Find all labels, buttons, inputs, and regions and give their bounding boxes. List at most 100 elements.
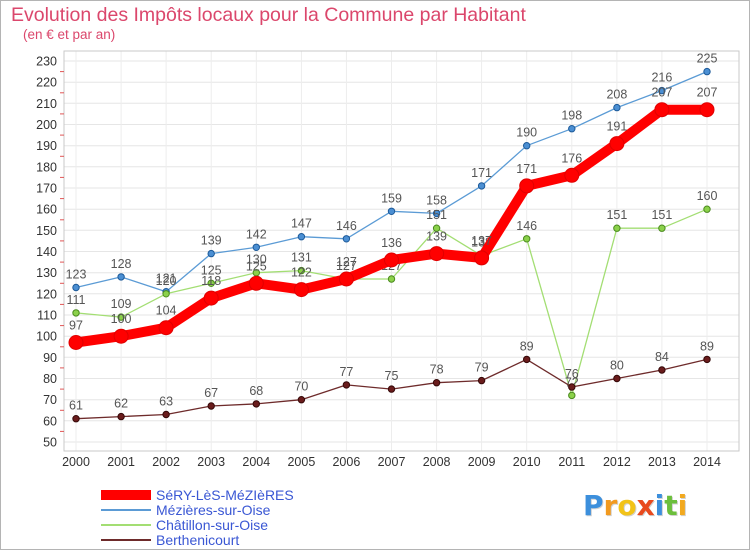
data-label-sery-les-mezieres: 118 bbox=[201, 274, 221, 288]
data-point-berthenicourt bbox=[568, 383, 576, 391]
series-berthenicourt: 61 62 63 67 68 70 77 75 78 79 89 76 80 84 89 bbox=[69, 339, 714, 423]
chart-subtitle: (en € et par an) bbox=[23, 27, 116, 42]
y-tick-label: 190 bbox=[36, 139, 57, 153]
data-point-berthenicourt bbox=[703, 355, 711, 364]
data-label-berthenicourt: 61 bbox=[69, 399, 83, 413]
data-point-berthenicourt bbox=[297, 396, 306, 404]
data-label-chatillon-sur-oise: 127 bbox=[336, 259, 357, 273]
y-tick-label: 50 bbox=[43, 436, 57, 450]
data-label-berthenicourt: 76 bbox=[565, 367, 579, 381]
data-point-sery-les-mezieres bbox=[248, 275, 264, 291]
data-label-berthenicourt: 89 bbox=[520, 339, 534, 353]
y-tick-label: 170 bbox=[36, 182, 57, 196]
data-label-sery-les-mezieres: 122 bbox=[291, 266, 312, 280]
data-label-chatillon-sur-oise: 151 bbox=[651, 208, 672, 222]
data-point-mezieres-sur-oise bbox=[72, 283, 80, 292]
logo-letter: x bbox=[636, 489, 655, 522]
data-label-chatillon-sur-oise: 130 bbox=[246, 253, 267, 267]
data-point-chatillon-sur-oise bbox=[72, 309, 80, 317]
data-label-mezieres-sur-oise: 208 bbox=[606, 88, 627, 102]
logo-letter: i bbox=[654, 489, 665, 522]
data-point-chatillon-sur-oise bbox=[568, 391, 576, 400]
data-point-mezieres-sur-oise bbox=[477, 182, 486, 190]
data-point-berthenicourt bbox=[523, 355, 531, 364]
y-tick-label: 200 bbox=[36, 118, 57, 132]
data-label-mezieres-sur-oise: 123 bbox=[66, 268, 87, 282]
data-label-mezieres-sur-oise: 159 bbox=[381, 191, 402, 205]
data-label-chatillon-sur-oise: 146 bbox=[516, 219, 537, 233]
data-point-sery-les-mezieres bbox=[654, 102, 670, 118]
logo-letter: t bbox=[664, 489, 678, 522]
series-mezieres-sur-oise: 123 128 121 139 142 147 146 159 158 171 190 198 208 2… bbox=[66, 52, 717, 296]
data-label-chatillon-sur-oise: 125 bbox=[201, 263, 222, 277]
legend-item-mezieres-sur-oise: Mézières-sur-Oise bbox=[101, 502, 361, 518]
y-tick-label: 210 bbox=[36, 97, 57, 111]
x-tick-label: 2014 bbox=[693, 455, 721, 469]
data-label-chatillon-sur-oise: 131 bbox=[291, 251, 312, 265]
data-label-mezieres-sur-oise: 121 bbox=[156, 272, 177, 286]
y-tick-label: 110 bbox=[37, 309, 57, 323]
data-label-sery-les-mezieres: 191 bbox=[606, 120, 627, 134]
data-label-sery-les-mezieres: 127 bbox=[336, 255, 357, 269]
chart-title: Evolution des Impôts locaux pour la Comm… bbox=[11, 4, 526, 26]
data-label-berthenicourt: 84 bbox=[655, 350, 669, 364]
data-point-sery-les-mezieres bbox=[474, 250, 490, 266]
legend-swatch-sery-les-mezieres bbox=[101, 490, 151, 500]
data-point-sery-les-mezieres bbox=[293, 282, 309, 298]
data-label-sery-les-mezieres: 207 bbox=[697, 86, 718, 100]
data-point-mezieres-sur-oise bbox=[117, 273, 125, 281]
data-point-sery-les-mezieres bbox=[203, 290, 219, 306]
data-label-berthenicourt: 75 bbox=[385, 369, 399, 383]
y-tick-label: 90 bbox=[43, 351, 57, 365]
data-label-berthenicourt: 68 bbox=[249, 384, 263, 398]
y-axis-labels: 50 60 70 80 90 100 110 120 130 140 150 160 170 180 190… bbox=[36, 55, 57, 450]
data-label-sery-les-mezieres: 139 bbox=[426, 230, 447, 244]
data-point-chatillon-sur-oise bbox=[207, 279, 215, 287]
y-tick-label: 150 bbox=[36, 224, 57, 238]
x-tick-label: 2000 bbox=[62, 455, 90, 469]
x-tick-label: 2011 bbox=[558, 455, 585, 469]
data-point-mezieres-sur-oise bbox=[613, 103, 621, 112]
data-label-chatillon-sur-oise: 151 bbox=[426, 208, 447, 222]
data-label-berthenicourt: 89 bbox=[700, 339, 714, 353]
data-label-chatillon-sur-oise: 109 bbox=[111, 297, 132, 311]
data-label-berthenicourt: 67 bbox=[204, 386, 218, 400]
x-tick-label: 2013 bbox=[648, 455, 676, 469]
data-point-sery-les-mezieres bbox=[384, 252, 399, 268]
logo-letter: i bbox=[677, 489, 688, 522]
data-point-sery-les-mezieres bbox=[699, 102, 715, 118]
data-point-sery-les-mezieres bbox=[519, 178, 535, 194]
data-label-berthenicourt: 77 bbox=[339, 365, 353, 379]
legend-swatch-mezieres-sur-oise bbox=[101, 509, 151, 511]
data-label-mezieres-sur-oise: 142 bbox=[246, 227, 267, 241]
legend-item-chatillon-sur-oise: Châtillon-sur-Oise bbox=[101, 517, 361, 533]
data-label-berthenicourt: 62 bbox=[114, 397, 128, 411]
data-label-mezieres-sur-oise: 190 bbox=[516, 126, 537, 140]
data-point-chatillon-sur-oise bbox=[703, 205, 711, 213]
data-point-sery-les-mezieres bbox=[68, 335, 84, 350]
data-point-berthenicourt bbox=[432, 379, 441, 387]
data-point-chatillon-sur-oise bbox=[297, 266, 306, 275]
data-point-berthenicourt bbox=[72, 415, 80, 423]
data-label-chatillon-sur-oise: 111 bbox=[66, 293, 85, 307]
y-tick-label: 120 bbox=[36, 287, 57, 301]
data-point-mezieres-sur-oise bbox=[568, 125, 576, 133]
data-point-chatillon-sur-oise bbox=[523, 235, 531, 243]
data-label-sery-les-mezieres: 136 bbox=[381, 236, 402, 250]
data-point-chatillon-sur-oise bbox=[613, 224, 621, 232]
logo-letter: P bbox=[583, 489, 604, 522]
data-point-sery-les-mezieres bbox=[429, 246, 445, 262]
data-label-mezieres-sur-oise: 171 bbox=[471, 166, 492, 180]
data-label-mezieres-sur-oise: 147 bbox=[291, 217, 312, 231]
data-label-berthenicourt: 80 bbox=[610, 359, 624, 373]
y-tick-label: 70 bbox=[43, 393, 57, 407]
data-point-sery-les-mezieres bbox=[564, 167, 580, 183]
data-point-mezieres-sur-oise bbox=[703, 67, 711, 76]
data-label-chatillon-sur-oise: 120 bbox=[156, 274, 177, 288]
data-point-sery-les-mezieres bbox=[158, 320, 174, 336]
x-axis-labels: 2000 2001 2002 2003 2004 2005 2006 2007 2008 2009… bbox=[62, 455, 721, 469]
data-label-berthenicourt: 78 bbox=[430, 363, 444, 377]
data-point-chatillon-sur-oise bbox=[432, 224, 441, 232]
